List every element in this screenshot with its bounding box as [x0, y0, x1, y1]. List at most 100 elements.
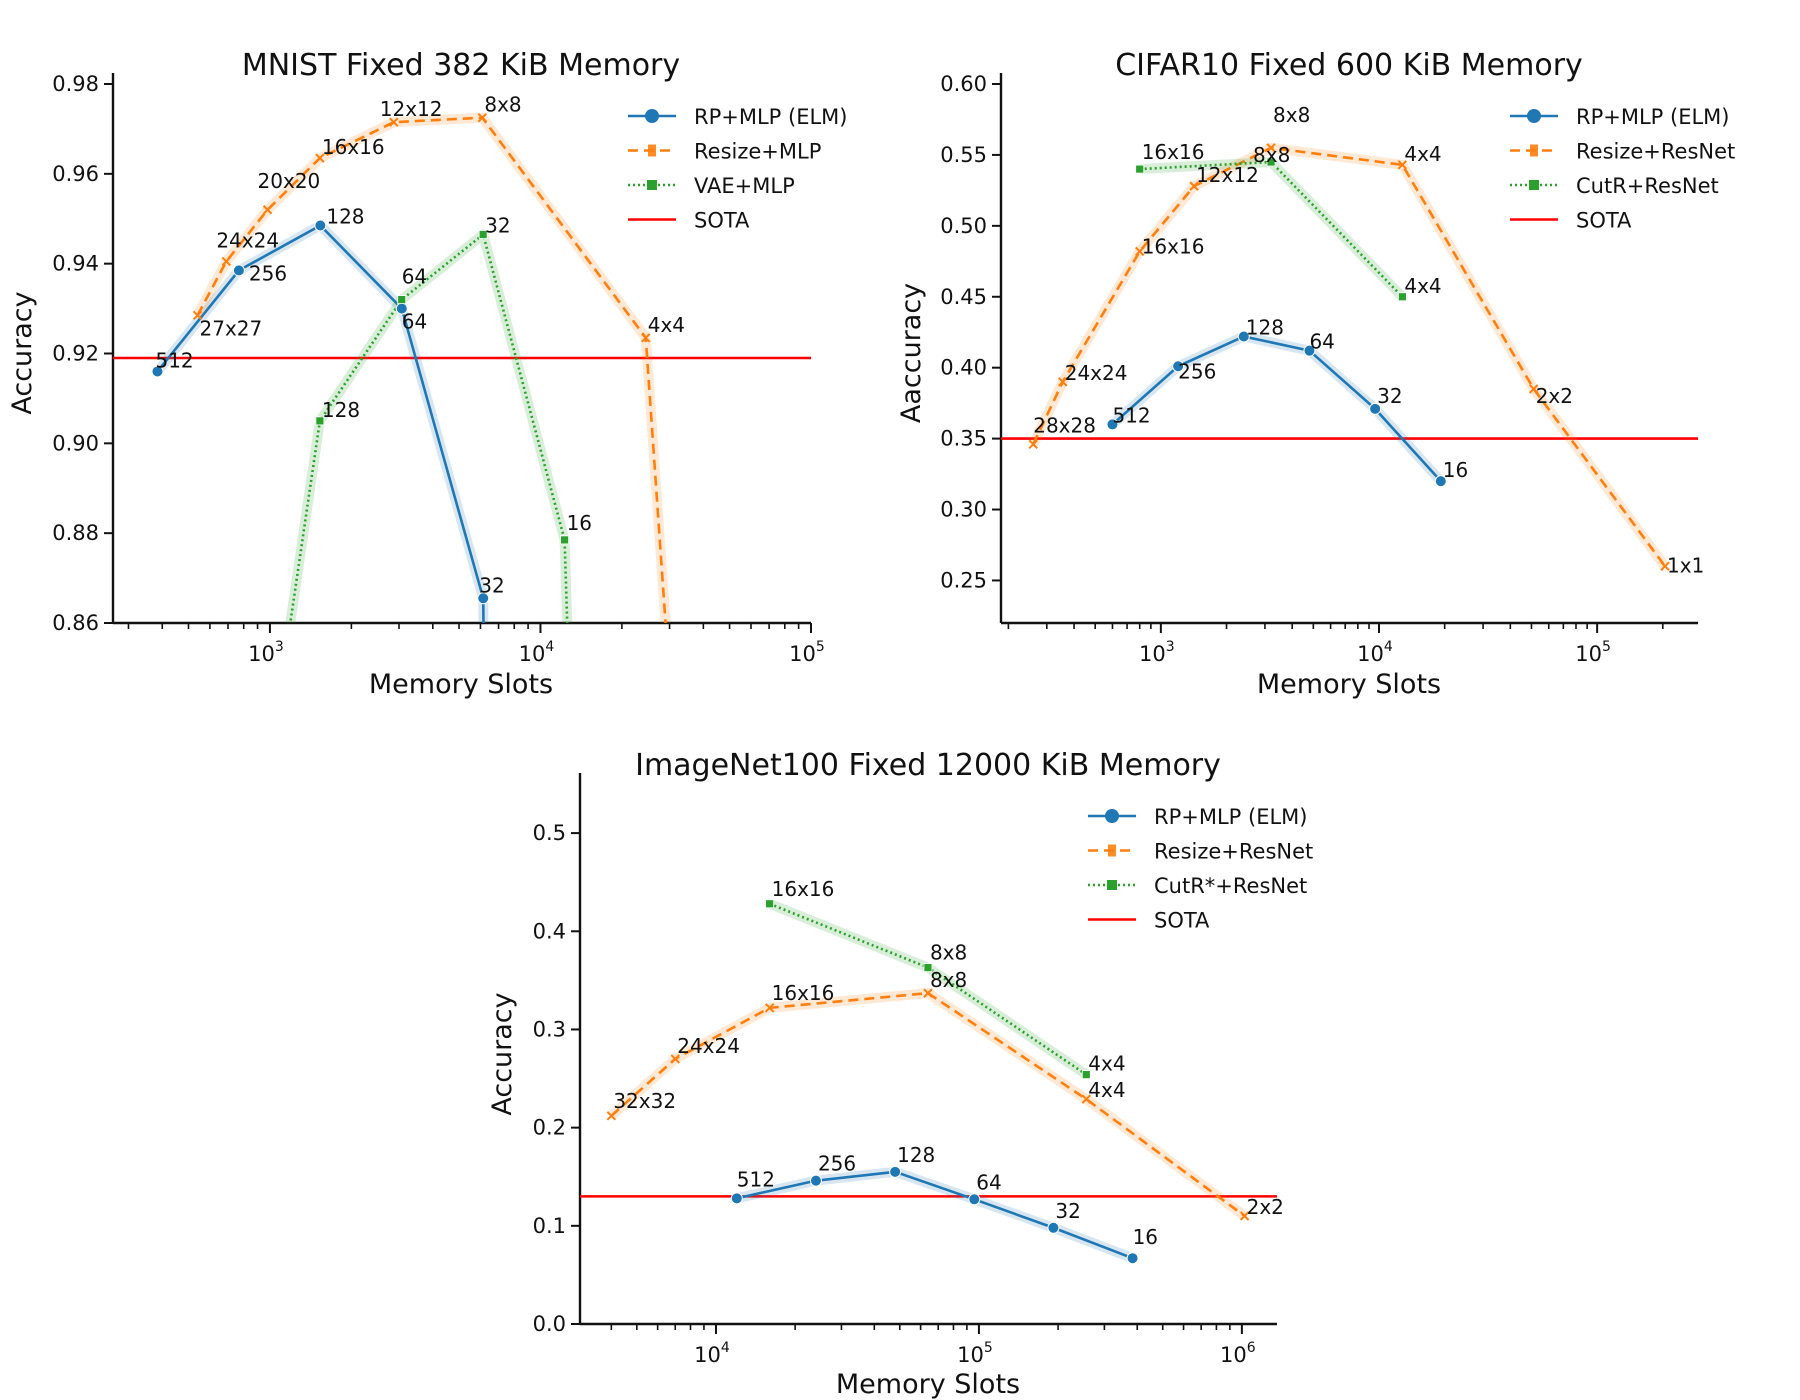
y-tick-label: 0.98 [52, 72, 99, 96]
data-label: 16x16 [772, 981, 835, 1005]
data-point [889, 1165, 902, 1178]
data-label: 16x16 [772, 877, 835, 901]
legend-label: RP+MLP (ELM) [1576, 105, 1729, 129]
data-label: 8x8 [930, 968, 967, 992]
y-tick-label: 0.2 [533, 1116, 566, 1140]
data-point [1660, 561, 1670, 571]
data-point [923, 988, 933, 998]
data-point [1135, 164, 1145, 174]
legend-label: Resize+ResNet [1154, 840, 1313, 864]
legend-label: Resize+ResNet [1576, 140, 1735, 164]
chart-cifar10: CIFAR10 Fixed 600 KiB Memory Memory Slot… [896, 48, 1735, 700]
data-label: 20x20 [258, 169, 321, 193]
data-point [1266, 143, 1276, 153]
y-tick-label: 0.90 [52, 431, 99, 455]
data-point [1266, 157, 1276, 167]
data-label: 16x16 [1142, 234, 1205, 258]
data-point [221, 256, 232, 267]
data-label: 4x4 [648, 313, 685, 337]
legend-label: CutR+ResNet [1576, 174, 1719, 198]
series-line-vae [288, 232, 569, 623]
data-point [1135, 246, 1145, 257]
data-label: 128 [326, 204, 364, 228]
data-label: 256 [818, 1152, 856, 1176]
legend: RP+MLP (ELM) Resize+MLP VAE+MLP SOTA [628, 105, 847, 233]
y-tick-label: 0.3 [533, 1017, 566, 1041]
legend-marker [1105, 809, 1119, 823]
data-point [670, 1054, 680, 1064]
data-label: 8x8 [930, 941, 967, 965]
data-point [765, 899, 775, 909]
chart-title: MNIST Fixed 382 KiB Memory [242, 48, 680, 83]
legend-label: Resize+MLP [694, 140, 821, 164]
y-axis-label: Accuracy [7, 291, 38, 414]
legend-label: RP+MLP (ELM) [1154, 805, 1307, 829]
series-line-resize [610, 991, 1246, 1218]
data-label: 16 [1443, 458, 1468, 482]
y-axis-label: Accuracy [487, 992, 518, 1115]
data-label: 8x8 [484, 93, 521, 117]
data-label: 64 [402, 310, 427, 334]
data-label: 12x12 [380, 97, 443, 121]
data-label: 24x24 [677, 1034, 740, 1058]
data-label: 512 [737, 1167, 775, 1191]
data-label: 512 [1112, 403, 1150, 427]
data-point [314, 219, 327, 232]
legend-label: VAE+MLP [694, 174, 795, 198]
data-point [606, 1111, 617, 1121]
data-point [1189, 181, 1199, 191]
data-label: 2x2 [1247, 1195, 1284, 1219]
y-tick-label: 0.60 [940, 72, 987, 96]
y-tick-label: 0.0 [533, 1312, 566, 1336]
data-point [192, 310, 203, 321]
data-point [1058, 377, 1068, 387]
data-point [1081, 1070, 1091, 1080]
legend: RP+MLP (ELM) Resize+ResNet CutR+ResNet SOTA [1510, 105, 1735, 233]
legend-marker [648, 144, 656, 157]
chart-imagenet100: ImageNet100 Fixed 12000 KiB Memory Memor… [487, 748, 1313, 1400]
y-axis-label: Aaccuracy [896, 283, 927, 423]
data-label: 1x1 [1667, 553, 1704, 577]
legend-marker [1527, 109, 1541, 123]
y-tick-label: 0.30 [940, 498, 987, 522]
legend-label: SOTA [1576, 209, 1632, 233]
data-point [641, 333, 651, 343]
data-label: 8x8 [1273, 103, 1310, 127]
data-label: 32 [1055, 1199, 1080, 1223]
y-tick-label: 0.96 [52, 162, 99, 186]
data-point [1237, 330, 1250, 343]
data-label: 64 [402, 265, 427, 289]
series-band [1028, 142, 1670, 570]
series-line-resize [1032, 146, 1667, 568]
data-label: 4x4 [1088, 1052, 1125, 1076]
data-point [1529, 384, 1539, 394]
data-point [764, 1003, 775, 1013]
x-axis-label: Memory Slots [836, 1369, 1020, 1400]
x-tick-label: 104 [694, 1340, 730, 1367]
legend-label: RP+MLP (ELM) [694, 105, 847, 129]
data-label: 16x16 [1142, 140, 1205, 164]
x-tick-label: 104 [1357, 639, 1393, 666]
series-band [1139, 157, 1406, 301]
legend-label: CutR*+ResNet [1154, 874, 1307, 898]
x-tick-label: 106 [1220, 1340, 1256, 1367]
data-point [232, 264, 245, 277]
series-line-elm [156, 223, 485, 623]
y-tick-label: 0.55 [940, 143, 987, 167]
y-tick-label: 0.86 [52, 611, 99, 635]
data-label: 4x4 [1088, 1078, 1125, 1102]
legend-marker [1529, 180, 1539, 190]
data-point [315, 153, 325, 163]
data-label: 24x24 [1065, 361, 1128, 385]
data-label: 12x12 [1196, 163, 1259, 187]
y-tick-label: 0.45 [940, 285, 987, 309]
data-label: 4x4 [1404, 142, 1441, 166]
data-point [478, 230, 488, 239]
data-point [1303, 344, 1316, 357]
series-band [1109, 331, 1445, 485]
data-point [1028, 439, 1038, 449]
data-point [262, 205, 273, 215]
x-axis-label: Memory Slots [369, 669, 553, 700]
legend-marker [645, 109, 659, 123]
